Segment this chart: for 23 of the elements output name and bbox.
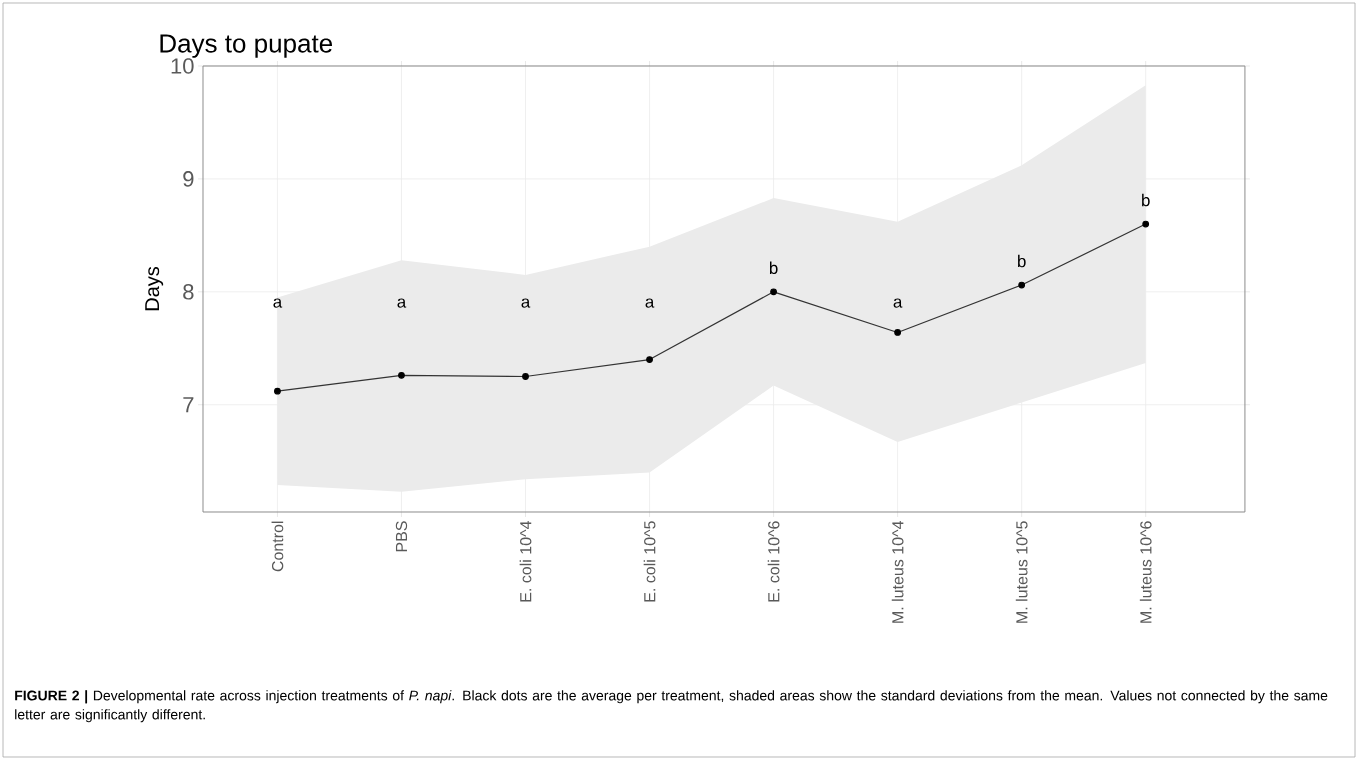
annotation: b (1142, 193, 1150, 207)
y-axis-title: Days (145, 266, 164, 311)
y-tick-label: 10 (171, 58, 194, 74)
x-tick-label: M. luteus 10^5 (1015, 521, 1028, 623)
annotation: a (521, 298, 531, 308)
y-tick-label: 9 (183, 171, 194, 187)
x-tick-label: M. luteus 10^6 (1139, 521, 1152, 623)
x-tick-label: M. luteus 10^4 (891, 521, 904, 623)
annotation: a (645, 298, 655, 308)
x-tick-label: Control (271, 521, 284, 572)
x-tick-label: PBS (395, 521, 408, 552)
x-tick-label: E. coli 10^6 (767, 521, 780, 602)
x-tick-label: E. coli 10^5 (643, 521, 656, 602)
x-tick-label: E. coli 10^4 (519, 521, 532, 602)
y-tick-label: 7 (183, 397, 194, 413)
chart-title: Days to pupate (160, 34, 333, 58)
annotation: b (1018, 254, 1026, 268)
y-tick-label: 8 (183, 284, 194, 300)
annotation: a (893, 298, 903, 308)
text: FIGURE 2 | Developmental rate across injection treatments of P. napi. Black dots are the average per treatment, shaded areas show the standard deviations from the mean. Values not connected by the same letter are significantly different. (15, 690, 1328, 723)
annotation: a (273, 298, 283, 308)
annotation: a (397, 298, 407, 308)
annotation: b (769, 261, 778, 275)
